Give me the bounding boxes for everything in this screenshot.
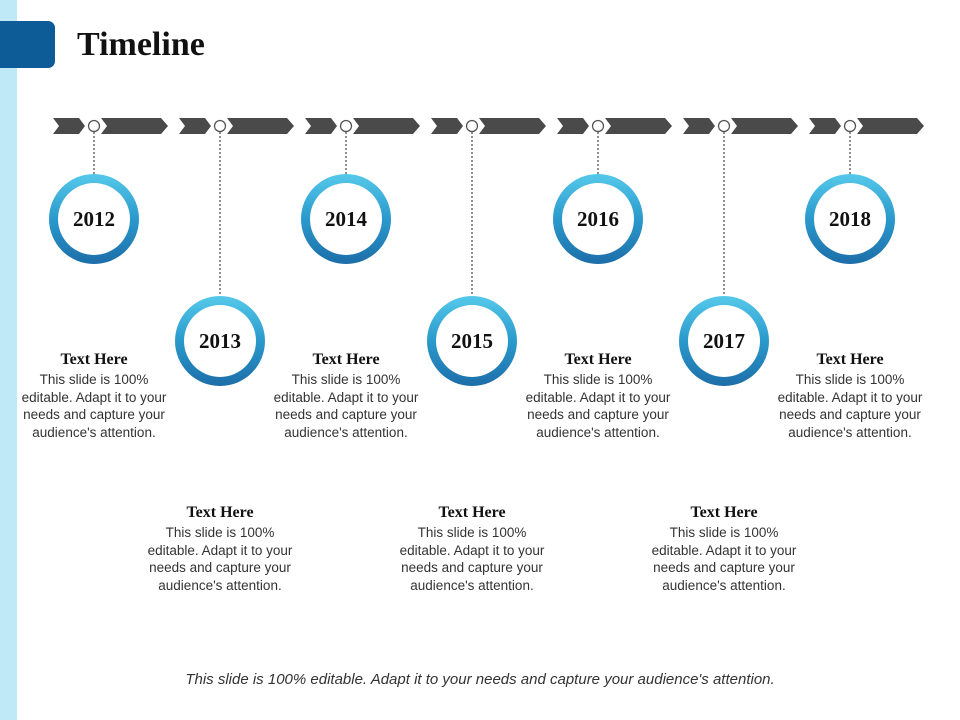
timeline-node xyxy=(213,119,227,133)
year-label: 2012 xyxy=(58,183,130,255)
footer-note: This slide is 100% editable. Adapt it to… xyxy=(185,671,775,688)
year-label: 2018 xyxy=(814,183,886,255)
milestone-heading: Text Here xyxy=(312,351,380,368)
timeline-arrow-segment xyxy=(683,118,798,134)
timeline-arrow-segment xyxy=(809,118,924,134)
timeline-node xyxy=(843,119,857,133)
timeline-arrow-segment xyxy=(305,118,420,134)
milestone-body: This slide is 100% editable. Adapt it to… xyxy=(273,372,419,440)
milestone-text: Text Here This slide is 100% editable. Ad… xyxy=(145,503,295,594)
milestone-text: Text Here This slide is 100% editable. Ad… xyxy=(523,350,673,441)
milestone-body: This slide is 100% editable. Adapt it to… xyxy=(21,372,167,440)
year-circle: 2017 xyxy=(679,296,769,386)
milestone-text: Text Here This slide is 100% editable. Ad… xyxy=(19,350,169,441)
milestone-text: Text Here This slide is 100% editable. Ad… xyxy=(649,503,799,594)
year-label: 2014 xyxy=(310,183,382,255)
milestone-heading: Text Here xyxy=(438,504,506,521)
year-circle: 2015 xyxy=(427,296,517,386)
timeline-node xyxy=(87,119,101,133)
year-circle: 2013 xyxy=(175,296,265,386)
title-accent-tab xyxy=(0,21,55,68)
year-circle: 2016 xyxy=(553,174,643,264)
left-accent-strip xyxy=(0,0,17,720)
milestone-heading: Text Here xyxy=(564,351,632,368)
timeline-arrow-segment xyxy=(431,118,546,134)
year-circle: 2014 xyxy=(301,174,391,264)
milestone-heading: Text Here xyxy=(690,504,758,521)
page-title: Timeline xyxy=(77,26,205,63)
year-label: 2017 xyxy=(688,305,760,377)
timeline-node xyxy=(465,119,479,133)
timeline-node xyxy=(591,119,605,133)
timeline-arrow-segment xyxy=(179,118,294,134)
year-circle: 2012 xyxy=(49,174,139,264)
milestone-heading: Text Here xyxy=(816,351,884,368)
year-label: 2016 xyxy=(562,183,634,255)
year-label: 2015 xyxy=(436,305,508,377)
milestone-body: This slide is 100% editable. Adapt it to… xyxy=(777,372,923,440)
milestone-text: Text Here This slide is 100% editable. Ad… xyxy=(775,350,925,441)
timeline-node xyxy=(717,119,731,133)
milestone-text: Text Here This slide is 100% editable. Ad… xyxy=(271,350,421,441)
year-circle: 2018 xyxy=(805,174,895,264)
timeline-arrow-segment xyxy=(53,118,168,134)
milestone-text: Text Here This slide is 100% editable. Ad… xyxy=(397,503,547,594)
milestone-body: This slide is 100% editable. Adapt it to… xyxy=(147,525,293,593)
milestone-body: This slide is 100% editable. Adapt it to… xyxy=(399,525,545,593)
timeline-node xyxy=(339,119,353,133)
milestone-heading: Text Here xyxy=(60,351,128,368)
milestone-body: This slide is 100% editable. Adapt it to… xyxy=(651,525,797,593)
milestone-heading: Text Here xyxy=(186,504,254,521)
milestone-body: This slide is 100% editable. Adapt it to… xyxy=(525,372,671,440)
year-label: 2013 xyxy=(184,305,256,377)
timeline-arrow-segment xyxy=(557,118,672,134)
